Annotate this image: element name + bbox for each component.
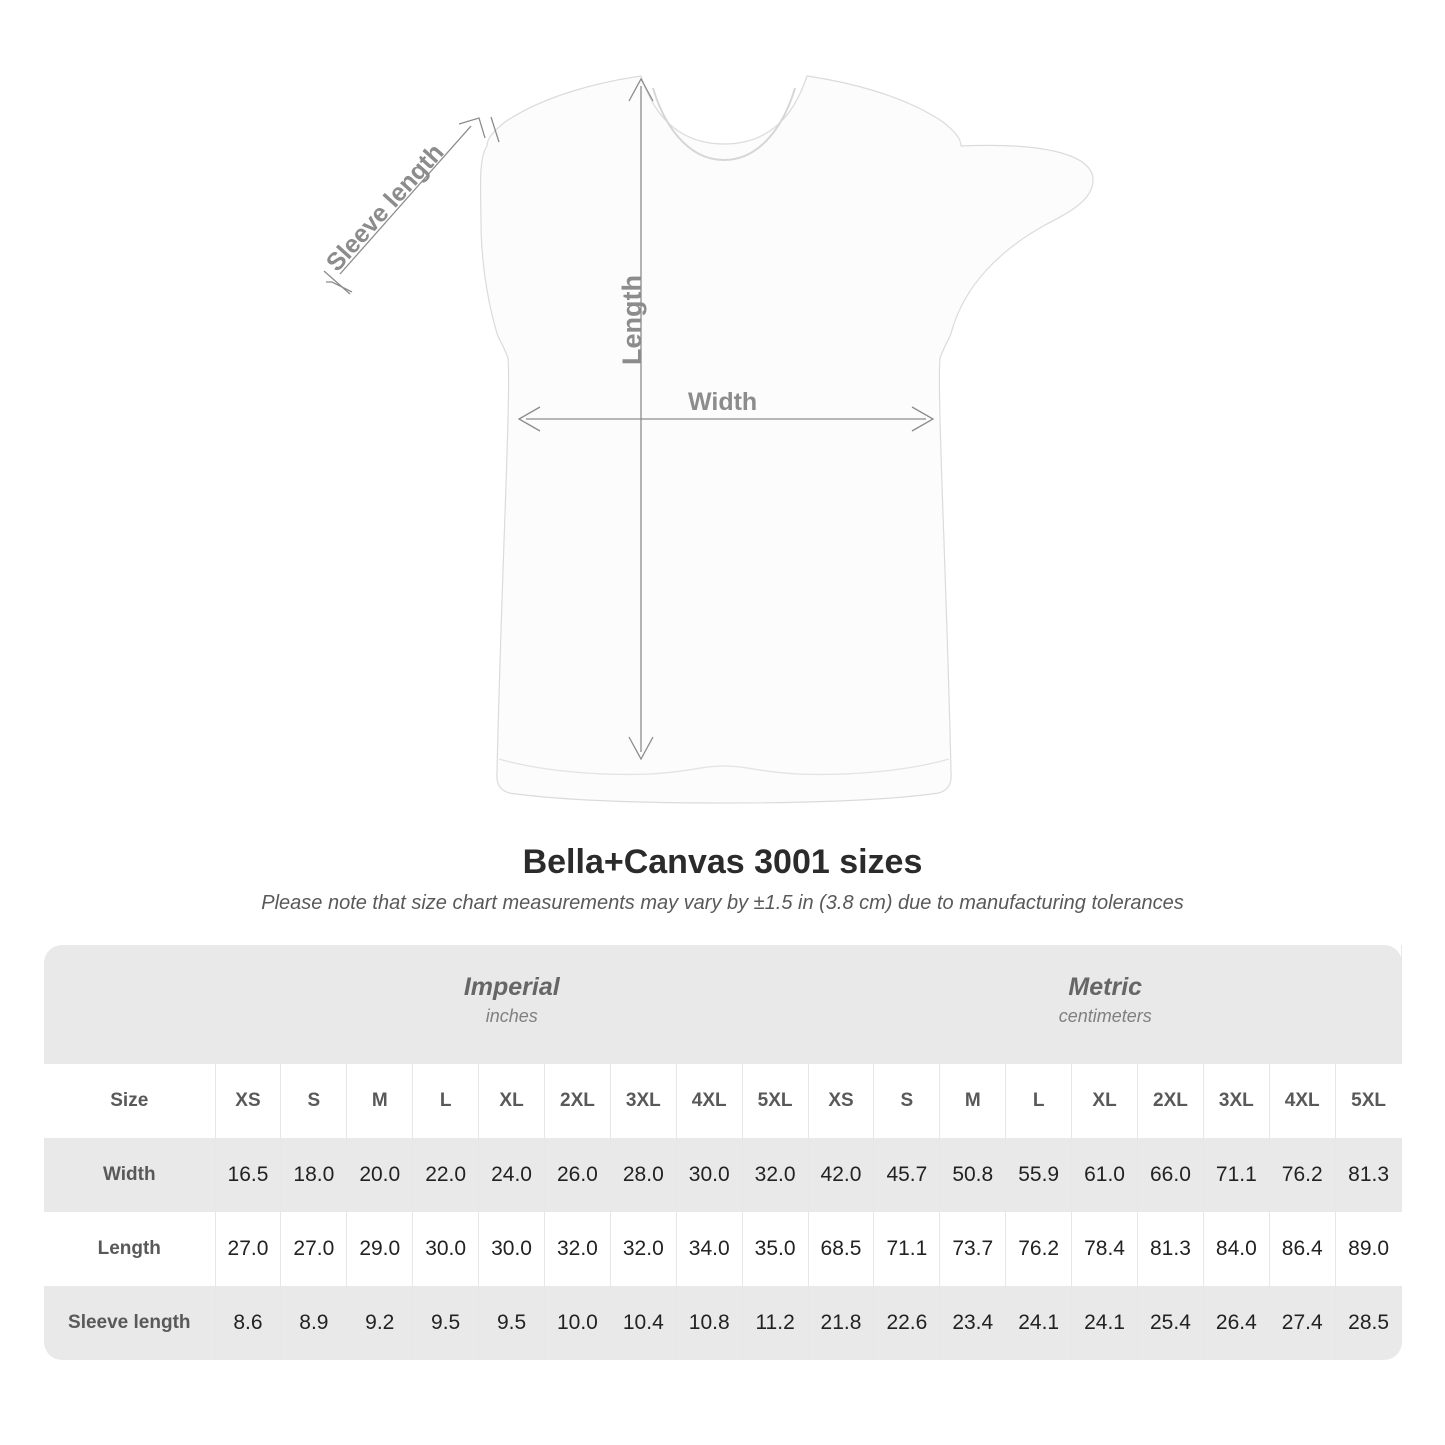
svg-text:Sleeve length: Sleeve length (321, 138, 450, 277)
svg-text:Length: Length (617, 275, 647, 365)
svg-text:Width: Width (688, 388, 757, 416)
